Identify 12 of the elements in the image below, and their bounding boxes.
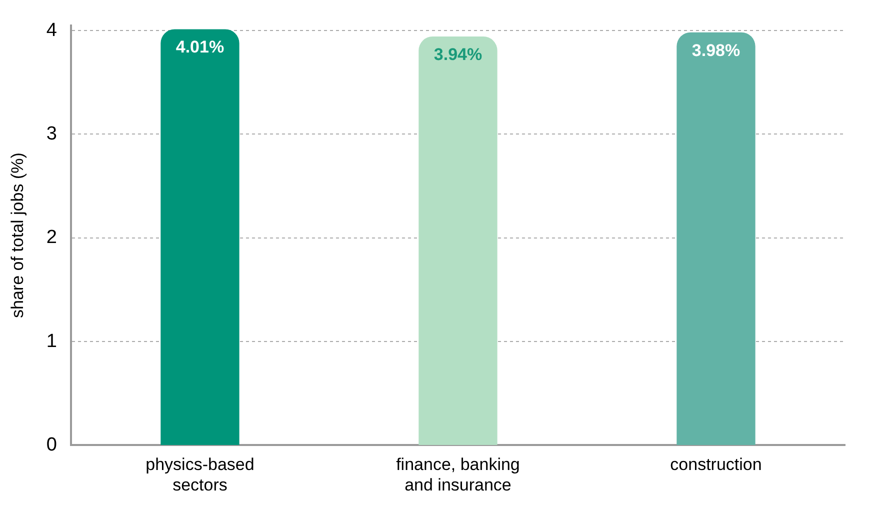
x-tick-label: finance, banking and insurance bbox=[396, 455, 520, 494]
y-tick-label: 2 bbox=[46, 227, 57, 248]
y-tick-label: 0 bbox=[46, 434, 57, 456]
data-label: 4.01% bbox=[176, 38, 224, 57]
y-tick-label: 1 bbox=[46, 330, 57, 352]
x-tick-label: physics-based sectors bbox=[146, 455, 254, 494]
x-tick-label: construction bbox=[670, 455, 762, 474]
data-label: 3.94% bbox=[434, 44, 482, 64]
data-label: 3.98% bbox=[692, 40, 740, 60]
y-tick-label: 4 bbox=[46, 20, 58, 41]
y-axis-title: share of total jobs (%) bbox=[8, 152, 27, 318]
y-tick-label: 3 bbox=[46, 123, 57, 144]
